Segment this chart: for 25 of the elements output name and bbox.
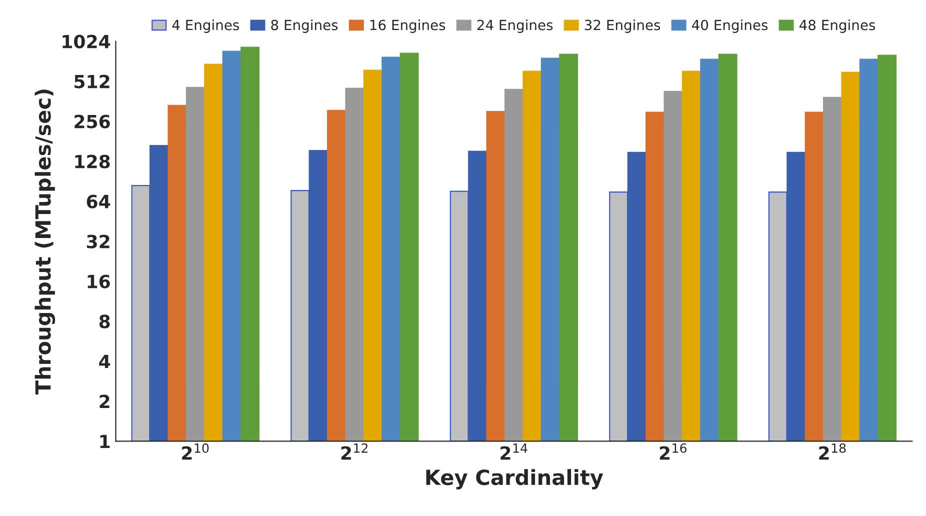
legend-label: 4 Engines [172, 20, 239, 33]
y-tick-label: 1024 [62, 34, 110, 48]
y-tick-label: 64 [86, 194, 110, 208]
y-tick-label: 16 [88, 274, 110, 288]
y-tick-label: 256 [74, 114, 110, 128]
legend-label: 16 Engines [370, 20, 446, 33]
legend-label: 48 Engines [799, 20, 876, 33]
x-tick-label: 2$^{12}$ [341, 443, 368, 460]
y-tick-label: 512 [74, 74, 110, 88]
legend-label: 32 Engines [584, 20, 660, 33]
legend-label: 8 Engines [271, 20, 338, 33]
y-tick-label: 1 [100, 434, 110, 448]
y-tick-label: 8 [99, 314, 110, 328]
legend-label: 40 Engines [692, 20, 768, 33]
x-tick-label: 2$^{16}$ [660, 443, 687, 460]
x-axis-title: Key Cardinality [426, 469, 604, 490]
y-tick-label: 4 [99, 354, 110, 368]
y-tick-label: 32 [86, 234, 110, 248]
y-tick-label: 2 [100, 394, 110, 408]
y-tick-label: 128 [75, 154, 110, 168]
x-tick-label: 2$^{18}$ [819, 443, 846, 460]
x-tick-label: 2$^{14}$ [500, 444, 528, 460]
x-tick-label: 2$^{10}$ [182, 443, 209, 460]
y-axis-title: Throughput (MTuples/sec) [34, 90, 56, 395]
legend-label: 24 Engines [477, 20, 553, 33]
